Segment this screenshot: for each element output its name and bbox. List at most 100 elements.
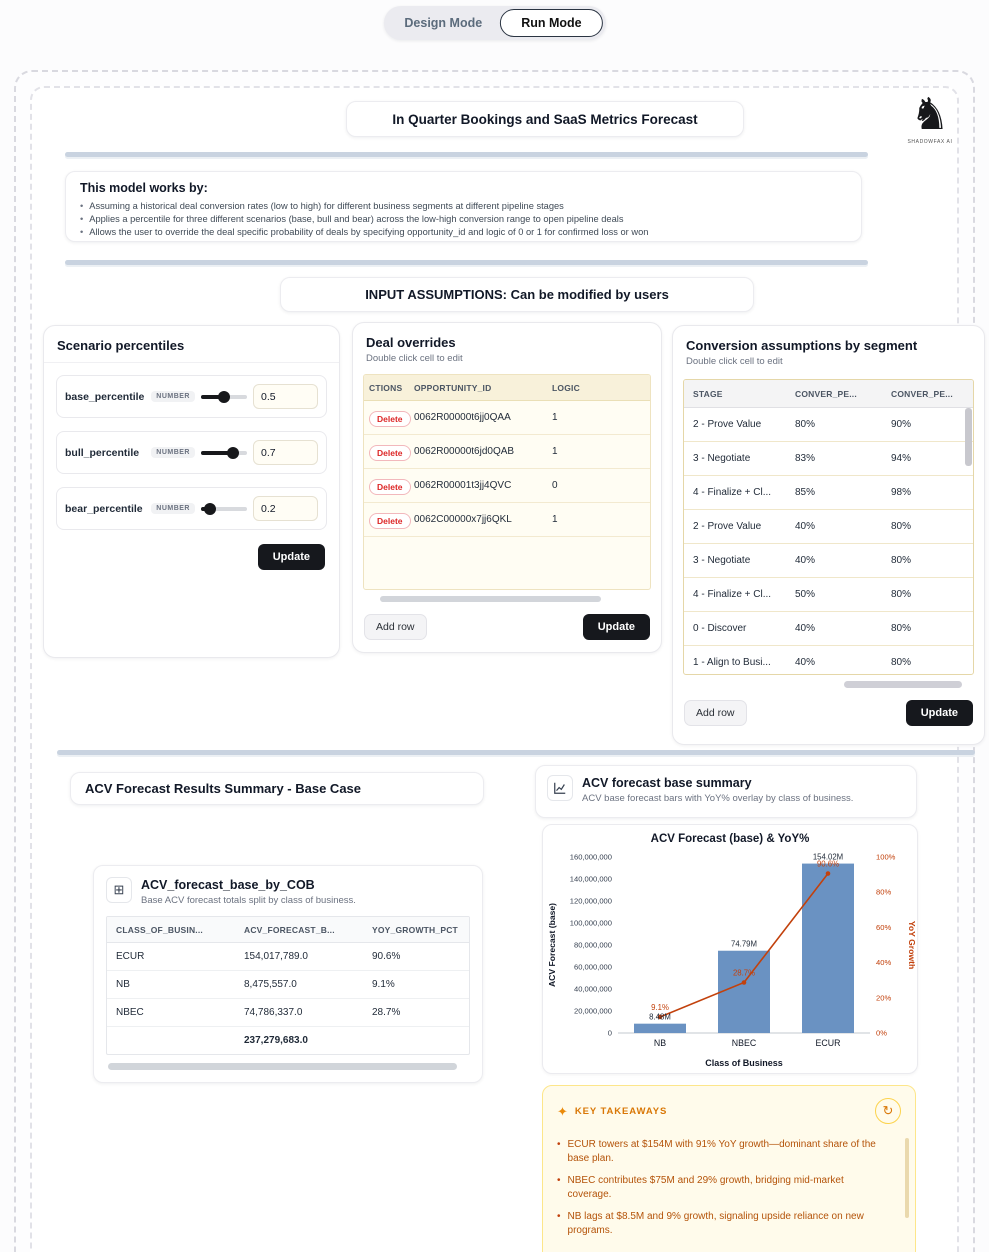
horizontal-scrollbar[interactable]	[108, 1063, 468, 1070]
update-conversions-button[interactable]: Update	[905, 700, 973, 726]
bear-percentile-input[interactable]	[253, 496, 318, 521]
run-mode-tab[interactable]: Run Mode	[500, 9, 603, 37]
horizontal-scrollbar[interactable]	[687, 681, 970, 688]
stage-cell[interactable]: 0 - Discover	[693, 623, 747, 634]
conversion-cell[interactable]: 85%	[795, 487, 816, 498]
takeaway-text: NB lags at $8.5M and 9% growth, signalin…	[567, 1211, 864, 1236]
stage-cell[interactable]: 2 - Prove Value	[693, 419, 762, 430]
vertical-scrollbar[interactable]	[905, 1138, 909, 1218]
scrollbar-thumb[interactable]	[380, 596, 601, 602]
intro-bullet-text: Applies a percentile for three different…	[89, 214, 624, 224]
slider-knob[interactable]	[218, 390, 230, 403]
conversion-cell[interactable]: 94%	[891, 453, 912, 464]
svg-text:8.48M: 8.48M	[649, 1013, 671, 1022]
column-header-conversion-low: CONVER_PE...	[795, 388, 857, 399]
conversion-cell[interactable]: 50%	[795, 589, 816, 600]
field-type-badge: NUMBER	[151, 391, 195, 402]
svg-text:ACV Forecast (base) & YoY%: ACV Forecast (base) & YoY%	[651, 833, 810, 845]
horizontal-scrollbar[interactable]	[369, 596, 645, 602]
takeaway-item: • ECUR towers at $154M with 91% YoY growt…	[557, 1138, 879, 1165]
field-type-badge: NUMBER	[151, 503, 195, 514]
column-header-class-of-business: CLASS_OF_BUSIN...	[116, 924, 203, 935]
panel-title: Scenario percentiles	[44, 326, 339, 363]
bear-percentile-slider[interactable]	[201, 502, 247, 515]
base-percentile-slider[interactable]	[201, 390, 247, 403]
conversion-cell[interactable]: 40%	[795, 555, 816, 566]
svg-text:90.6%: 90.6%	[817, 860, 839, 869]
bull-percentile-slider[interactable]	[201, 446, 247, 459]
panel-hint: Double click cell to edit	[366, 353, 463, 364]
stage-cell[interactable]: 3 - Negotiate	[693, 555, 751, 566]
update-overrides-button[interactable]: Update	[582, 614, 650, 640]
field-label: base_percentile	[65, 390, 145, 403]
opportunity-id-cell[interactable]: 0062R00001t3jj4QVC	[414, 480, 512, 491]
scrollbar-thumb[interactable]	[965, 408, 972, 466]
conversion-cell[interactable]: 80%	[891, 589, 912, 600]
column-header-acv-forecast: ACV_FORECAST_B...	[244, 924, 335, 935]
conversion-cell[interactable]: 80%	[891, 521, 912, 532]
field-bear-percentile: bear_percentile NUMBER	[56, 487, 327, 530]
conversion-cell[interactable]: 80%	[891, 623, 912, 634]
acv-forecast-chart: ACV Forecast (base) & YoY% 160,000,000 140…	[547, 833, 916, 1068]
opportunity-id-cell[interactable]: 0062R00000t6jj0QAA	[414, 412, 511, 423]
delete-row-button[interactable]: Delete	[369, 478, 411, 495]
conversion-cell[interactable]: 40%	[795, 521, 816, 532]
add-row-button[interactable]: Add row	[684, 700, 747, 726]
update-percentiles-button[interactable]: Update	[257, 544, 325, 570]
input-assumptions-title: INPUT ASSUMPTIONS: Can be modified by us…	[280, 277, 754, 312]
scenario-fields: base_percentile NUMBER bull_percentile N…	[44, 363, 339, 570]
acv-table-subtitle: Base ACV forecast totals split by class …	[141, 895, 356, 906]
stage-cell[interactable]: 1 - Align to Busi...	[693, 657, 771, 668]
conversion-cell[interactable]: 98%	[891, 487, 912, 498]
design-mode-tab[interactable]: Design Mode	[404, 16, 483, 30]
svg-text:60%: 60%	[876, 923, 891, 932]
column-header-yoy-growth: YOY_GROWTH_PCT	[372, 924, 458, 935]
acv-table: CLASS_OF_BUSIN... ACV_FORECAST_B... YOY_…	[106, 916, 470, 1055]
opportunity-id-cell[interactable]: 0062C00000x7jj6QKL	[414, 514, 512, 525]
conversion-cell[interactable]: 80%	[891, 657, 912, 668]
stage-cell[interactable]: 3 - Negotiate	[693, 453, 751, 464]
conversion-cell[interactable]: 80%	[795, 419, 816, 430]
stage-cell[interactable]: 4 - Finalize + Cl...	[693, 589, 772, 600]
field-type-badge: NUMBER	[151, 447, 195, 458]
deal-overrides-panel: Deal overrides Double click cell to edit…	[352, 322, 662, 653]
slider-knob[interactable]	[204, 502, 217, 515]
conversion-cell[interactable]: 40%	[795, 657, 816, 668]
conversion-cell[interactable]: 80%	[891, 555, 912, 566]
svg-text:ACV Forecast (base): ACV Forecast (base)	[547, 903, 557, 987]
chart-card-title: ACV forecast base summary	[582, 776, 752, 790]
intro-bullet-text: Assuming a historical deal conversion ra…	[89, 201, 564, 211]
add-row-button[interactable]: Add row	[364, 614, 427, 640]
divider	[65, 152, 868, 157]
intro-bullet-text: Allows the user to override the deal spe…	[89, 227, 649, 237]
base-percentile-input[interactable]	[253, 384, 318, 409]
logic-cell[interactable]: 0	[552, 480, 558, 491]
refresh-button[interactable]: ↻	[875, 1098, 901, 1124]
logic-cell[interactable]: 1	[552, 514, 558, 525]
conversion-cell[interactable]: 40%	[795, 623, 816, 634]
chart-summary-card: ACV forecast base summary ACV base forec…	[535, 765, 917, 818]
scrollbar-thumb[interactable]	[844, 681, 962, 688]
bull-percentile-input[interactable]	[253, 440, 318, 465]
svg-text:160,000,000: 160,000,000	[570, 853, 612, 862]
logic-cell[interactable]: 1	[552, 446, 558, 457]
takeaway-item: • NB lags at $8.5M and 9% growth, signali…	[557, 1210, 879, 1237]
stage-cell[interactable]: 2 - Prove Value	[693, 521, 762, 532]
mode-toggle: Design Mode Run Mode	[383, 6, 606, 40]
svg-text:NBEC: NBEC	[732, 1038, 757, 1048]
conversion-cell[interactable]: 83%	[795, 453, 816, 464]
scrollbar-thumb[interactable]	[108, 1063, 458, 1070]
takeaway-text: NBEC contributes $75M and 29% growth, br…	[567, 1175, 844, 1200]
delete-row-button[interactable]: Delete	[369, 444, 411, 461]
opportunity-id-cell[interactable]: 0062R00000t6jd0QAB	[414, 446, 515, 457]
vertical-scrollbar[interactable]	[965, 408, 972, 668]
table-row: Delete 0062C00000x7jj6QKL 1	[364, 503, 650, 537]
slider-knob[interactable]	[227, 446, 240, 459]
delete-row-button[interactable]: Delete	[369, 410, 411, 427]
stage-cell[interactable]: 4 - Finalize + Cl...	[693, 487, 772, 498]
column-header-actions: CTIONS	[369, 382, 403, 393]
delete-row-button[interactable]: Delete	[369, 512, 411, 529]
svg-text:154.02M: 154.02M	[813, 853, 843, 862]
conversion-cell[interactable]: 90%	[891, 419, 912, 430]
logic-cell[interactable]: 1	[552, 412, 558, 423]
